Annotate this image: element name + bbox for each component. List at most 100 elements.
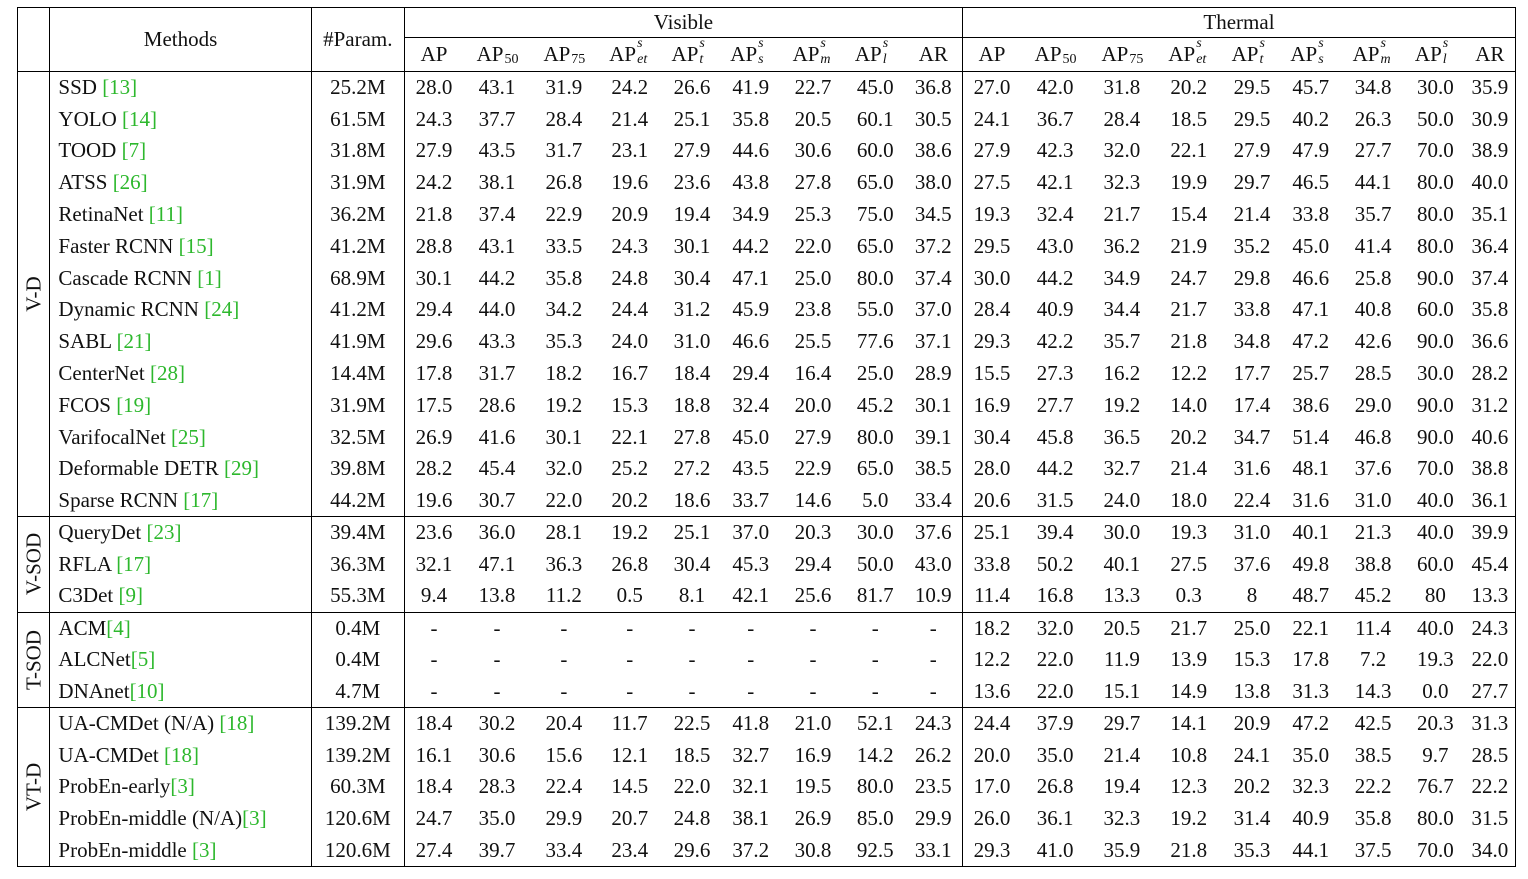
visible-value: 20.7 — [611, 806, 649, 831]
citation-link[interactable]: [24] — [204, 297, 240, 322]
visible-value: 20.4 — [530, 706, 597, 740]
thermal-value: 0.3 — [1175, 583, 1202, 608]
citation-link[interactable]: [18] — [163, 742, 199, 767]
citation-link[interactable]: [11] — [148, 202, 184, 227]
citation-link[interactable]: [17] — [183, 488, 219, 512]
param-value: 36.2M — [311, 198, 405, 231]
citation-link[interactable]: [19] — [116, 392, 152, 417]
visible-value: 37.4 — [904, 262, 963, 295]
visible-value: - — [721, 611, 781, 644]
visible-value: 16.7 — [611, 361, 649, 386]
visible-value: 80.0 — [856, 424, 894, 449]
citation-link[interactable]: [10] — [129, 678, 165, 703]
thermal-value: 28.4 — [973, 297, 1011, 322]
visible-value: 18.4 — [673, 361, 711, 386]
visible-value: 17.5 — [415, 392, 453, 417]
citation-link[interactable]: [18] — [219, 711, 255, 736]
visible-value: - — [780, 611, 846, 644]
table-row: CenterNet [28] 14.4M 17.8 31.7 18.2 16.7 18.4 2… — [18, 357, 1516, 390]
table-row: Dynamic RCNN [24] 41.2M 29.4 44.0 34.2 24.4 31… — [18, 294, 1516, 326]
visible-value: 16.1 — [415, 742, 453, 767]
thermal-value: 24.7 — [1170, 265, 1208, 290]
thermal-value: 40.0 — [1405, 516, 1465, 549]
thermal-value: 32.4 — [1036, 202, 1074, 227]
citation-link[interactable]: [3] — [191, 837, 217, 862]
thermal-value: 34.8 — [1233, 329, 1271, 354]
results-table: Methods #Param. Visible Thermal AP AP 50 AP… — [16, 7, 1517, 867]
citation-link[interactable]: [1] — [197, 265, 222, 290]
thermal-value: 29.7 — [1089, 706, 1155, 740]
thermal-value: 21.4 — [1170, 456, 1208, 481]
table-row: RetinaNet [11] 36.2M 21.8 37.4 22.9 20.9 19.4 3… — [18, 198, 1516, 231]
thermal-value: 36.7 — [1036, 106, 1074, 131]
citation-link[interactable]: [23] — [146, 520, 182, 545]
visible-value: - — [493, 647, 501, 672]
visible-value: - — [809, 647, 817, 672]
visible-value: 30.4 — [673, 265, 711, 290]
visible-value: 15.6 — [545, 742, 583, 767]
thermal-value: 44.2 — [1036, 456, 1074, 481]
visible-value: 25.2 — [611, 456, 649, 481]
visible-value: 28.8 — [415, 233, 453, 258]
table-row: ATSS [26] 31.9M 24.2 38.1 26.8 19.6 23.6 43.8 27… — [18, 166, 1516, 199]
visible-value: 18.4 — [404, 706, 464, 740]
citation-link[interactable]: [21] — [116, 329, 152, 354]
citation-link[interactable]: [28] — [149, 361, 185, 386]
visible-value: 18.8 — [673, 392, 711, 417]
citation-link[interactable]: [25] — [170, 424, 206, 449]
citation-link[interactable]: [3] — [242, 806, 267, 831]
param-value: 31.9M — [311, 389, 405, 422]
visible-value: 37.2 — [721, 834, 781, 867]
visible-value: 18.6 — [673, 488, 711, 512]
param-value: 120.6M — [311, 834, 405, 867]
thermal-value: 42.1 — [1036, 170, 1074, 195]
visible-value: 26.8 — [611, 551, 649, 576]
visible-value: 77.6 — [856, 329, 894, 354]
citation-link[interactable]: [29] — [224, 456, 260, 481]
table-row: Sparse RCNN [17] 44.2M 19.6 30.7 22.0 20.2 18.… — [18, 484, 1516, 517]
thermal-value: 40.0 — [1405, 611, 1465, 644]
citation-link[interactable]: [13] — [102, 75, 138, 100]
visible-value: 25.5 — [794, 329, 832, 354]
visible-metric-header: AP s s — [721, 37, 781, 72]
thermal-value: 47.2 — [1292, 329, 1330, 354]
param-value: 44.2M — [311, 484, 405, 517]
visible-value: - — [904, 611, 963, 644]
visible-value: 29.9 — [545, 806, 583, 831]
thermal-value: 80.0 — [1416, 233, 1454, 258]
citation-link[interactable]: [3] — [170, 774, 195, 799]
citation-link[interactable]: [4] — [106, 615, 131, 640]
visible-value: 38.1 — [478, 170, 516, 195]
citation-link[interactable]: [15] — [178, 233, 214, 258]
thermal-value: 46.6 — [1292, 265, 1330, 290]
citation-link[interactable]: [26] — [112, 170, 148, 195]
citation-link[interactable]: [7] — [121, 138, 147, 163]
thermal-value: 27.9 — [973, 138, 1011, 163]
visible-value: 60.0 — [856, 138, 894, 163]
citation-link[interactable]: [9] — [118, 583, 143, 608]
thermal-value: 37.4 — [1464, 262, 1516, 295]
thermal-value: 17.4 — [1233, 392, 1271, 417]
citation-link[interactable]: [17] — [116, 551, 152, 576]
thermal-value: 13.6 — [973, 678, 1011, 703]
thermal-value: 38.8 — [1354, 551, 1392, 576]
thermal-value: 22.4 — [1233, 488, 1271, 512]
visible-value: 43.1 — [478, 233, 516, 258]
citation-link[interactable]: [5] — [130, 647, 156, 672]
group-label: V-SOD — [16, 516, 51, 613]
visible-value: 33.4 — [904, 484, 963, 517]
visible-value: 37.2 — [904, 230, 963, 263]
visible-value: - — [626, 678, 634, 703]
thermal-value: 45.4 — [1464, 548, 1516, 581]
visible-value: 24.8 — [611, 265, 649, 290]
param-value: 36.3M — [311, 548, 405, 581]
visible-value: 29.4 — [794, 551, 832, 576]
visible-value: 15.3 — [611, 392, 649, 417]
thermal-value: 27.3 — [1036, 361, 1074, 386]
table-row: VarifocalNet [25] 32.5M 26.9 41.6 30.1 22.1 27… — [18, 421, 1516, 454]
citation-link[interactable]: [14] — [121, 106, 157, 131]
visible-value: 22.9 — [794, 456, 832, 481]
thermal-value: 27.9 — [1233, 138, 1271, 163]
thermal-value: 26.8 — [1036, 774, 1074, 799]
param-value: 41.2M — [311, 230, 405, 263]
